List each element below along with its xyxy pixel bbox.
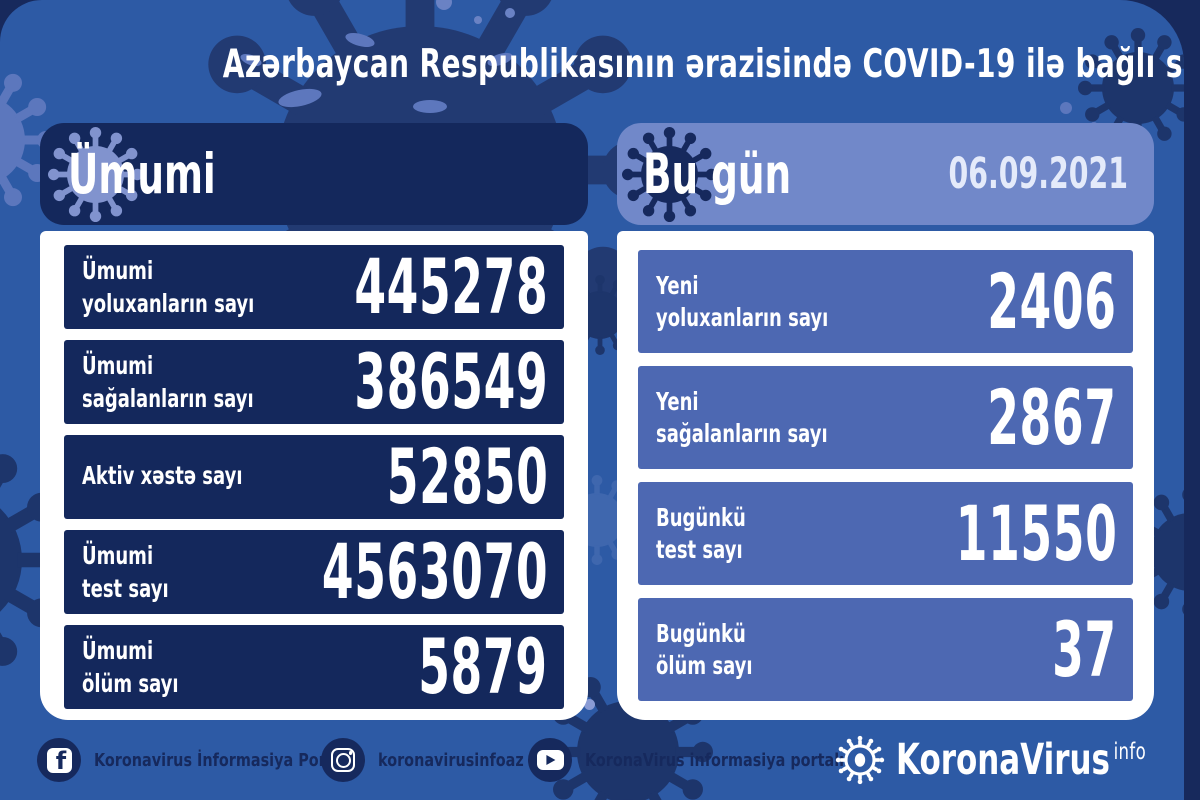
instagram-link[interactable]: koronavirusinfoaz <box>321 720 560 800</box>
virus-spot <box>413 100 447 113</box>
left-panel-header: Ümumi <box>40 123 588 225</box>
left-panel-title: Ümumi <box>68 142 216 206</box>
stat-label: Ümumi sağalanların sayı <box>82 351 254 413</box>
youtube-icon <box>528 738 572 782</box>
facebook-link[interactable]: f Koronavirus İnformasiya Portalı <box>37 720 417 800</box>
stat-label: Bugünkü ölüm sayı <box>656 618 753 681</box>
stat-row-new-infected: Yeni yoluxanların sayı 2406 <box>638 250 1133 353</box>
stat-label: Yeni yoluxanların sayı <box>656 270 829 333</box>
stat-label: Ümumi test sayı <box>82 541 169 603</box>
left-panel: Ümumi yoluxanların sayı 445278 Ümumi sağ… <box>40 231 588 720</box>
stat-row-total-infected: Ümumi yoluxanların sayı 445278 <box>64 245 564 329</box>
brand-text: KoronaVirus info <box>896 735 1147 785</box>
page-title-text: Azərbaycan Respublikasının ərazisində CO… <box>222 42 1184 87</box>
decor-dot <box>584 699 595 710</box>
decor-dot <box>505 8 515 18</box>
koronavirus-logo-icon <box>835 735 885 785</box>
page-title: Azərbaycan Respublikasının ərazisində CO… <box>0 42 1184 87</box>
stat-label: Ümumi yoluxanların sayı <box>82 256 255 318</box>
instagram-label: koronavirusinfoaz <box>378 749 524 771</box>
stat-row-today-tests: Bugünkü test sayı 11550 <box>638 482 1133 585</box>
facebook-icon: f <box>37 738 81 782</box>
stat-label: Bugünkü test sayı <box>656 502 746 565</box>
stat-row-total-recovered: Ümumi sağalanların sayı 386549 <box>64 340 564 424</box>
decor-dot <box>1060 102 1072 114</box>
stat-value: 11550 <box>955 488 1117 578</box>
stat-value: 2867 <box>987 372 1117 462</box>
right-panel-header: Bu gün 06.09.2021 <box>617 123 1154 225</box>
stat-value: 386549 <box>354 337 548 426</box>
decor-dot <box>474 16 482 24</box>
right-panel-title: Bu gün <box>643 142 792 206</box>
decor-dot <box>436 0 452 10</box>
stat-label: Aktiv xəstə sayı <box>82 460 243 490</box>
brand-logo: KoronaVirus info <box>834 720 1184 800</box>
report-date: 06.09.2021 <box>948 149 1128 199</box>
stat-row-active-cases: Aktiv xəstə sayı 52850 <box>64 435 564 519</box>
facebook-label: Koronavirus İnformasiya Portalı <box>94 749 353 771</box>
stat-row-total-tests: Ümumi test sayı 4563070 <box>64 530 564 614</box>
stat-row-new-recovered: Yeni sağalanların sayı 2867 <box>638 366 1133 469</box>
stat-label: Yeni sağalanların sayı <box>656 386 828 449</box>
stat-value: 37 <box>1052 604 1117 694</box>
stat-value: 4563070 <box>321 527 548 616</box>
stat-label: Ümumi ölüm sayı <box>82 636 179 698</box>
stat-value: 445278 <box>354 242 548 331</box>
stat-value: 5879 <box>418 622 548 711</box>
footer: f Koronavirus İnformasiya Portalı korona… <box>0 720 1184 800</box>
stat-value: 2406 <box>987 256 1117 346</box>
stat-row-total-deaths: Ümumi ölüm sayı 5879 <box>64 625 564 709</box>
youtube-label: KoronaVirus informasiya portalı <box>585 749 845 771</box>
youtube-link[interactable]: KoronaVirus informasiya portalı <box>528 720 909 800</box>
instagram-icon <box>321 738 365 782</box>
brand-suffix: info <box>1113 738 1147 765</box>
stat-value: 52850 <box>386 432 548 521</box>
right-panel: Yeni yoluxanların sayı 2406 Yeni sağalan… <box>617 231 1154 720</box>
stat-row-today-deaths: Bugünkü ölüm sayı 37 <box>638 598 1133 701</box>
